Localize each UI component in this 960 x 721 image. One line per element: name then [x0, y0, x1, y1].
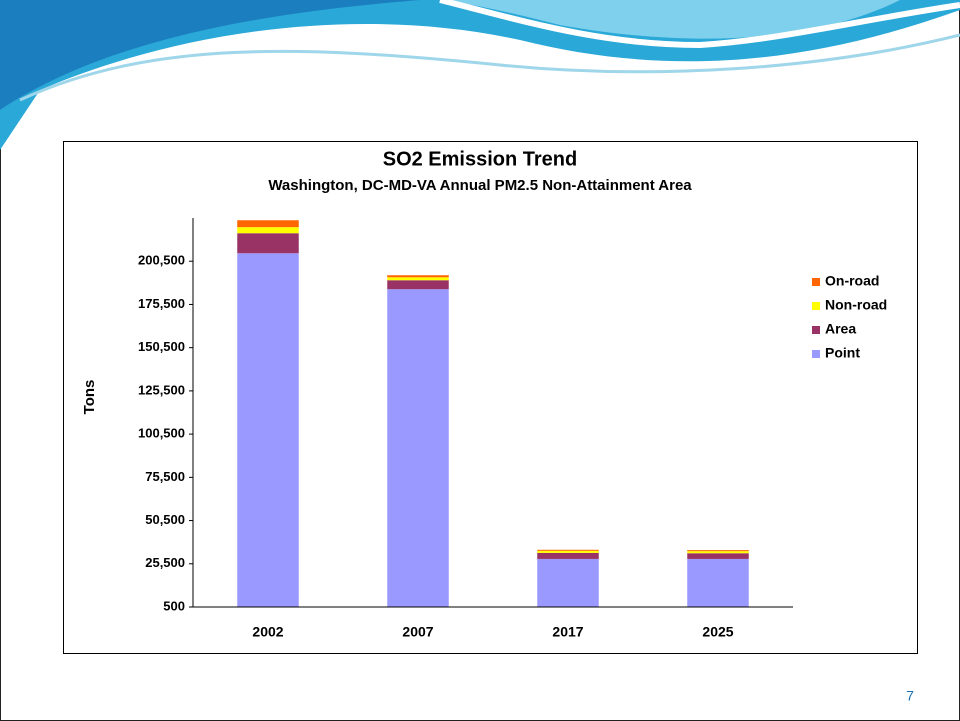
legend-swatch — [812, 302, 820, 310]
x-tick-label: 2017 — [552, 624, 583, 640]
y-tick-label: 125,500 — [138, 382, 185, 397]
y-tick-label: 175,500 — [138, 296, 185, 311]
x-tick-label: 2002 — [252, 624, 283, 640]
y-tick-label: 200,500 — [138, 253, 185, 268]
chart-frame — [64, 142, 918, 654]
y-tick-label: 150,500 — [138, 339, 185, 354]
y-axis-label: Tons — [81, 380, 98, 415]
bar-segment — [687, 551, 749, 553]
y-tick-label: 25,500 — [145, 555, 185, 570]
bar-segment — [237, 220, 299, 227]
bar-segment — [687, 559, 749, 607]
chart-title: SO2 Emission Trend — [383, 148, 578, 170]
legend-label: Non-road — [825, 297, 887, 313]
slide-number: 7 — [906, 688, 914, 704]
chart-subtitle: Washington, DC-MD-VA Annual PM2.5 Non-At… — [268, 177, 692, 194]
bar-segment — [237, 253, 299, 607]
bar-segment — [687, 550, 749, 551]
bar-segment — [237, 227, 299, 233]
legend-label: Area — [825, 321, 856, 337]
x-tick-label: 2007 — [402, 624, 433, 640]
legend-swatch — [812, 326, 820, 334]
bar-segment — [387, 277, 449, 280]
bar-segment — [687, 553, 749, 559]
legend-swatch — [812, 278, 820, 286]
bar-segment — [387, 289, 449, 607]
bar-segment — [387, 275, 449, 277]
y-tick-label: 50,500 — [145, 512, 185, 527]
x-tick-label: 2025 — [702, 624, 733, 640]
legend-label: Point — [825, 345, 860, 361]
legend-label: On-road — [825, 273, 879, 289]
bar-segment — [237, 233, 299, 253]
bar-segment — [387, 280, 449, 289]
legend-swatch — [812, 350, 820, 358]
y-tick-label: 75,500 — [145, 469, 185, 484]
bar-segment — [537, 551, 599, 553]
bar-segment — [537, 559, 599, 607]
bar-segment — [537, 553, 599, 559]
slide: SO2 Emission Trend Washington, DC-MD-VA … — [0, 0, 960, 721]
y-tick-label: 100,500 — [138, 426, 185, 441]
bar-segment — [537, 550, 599, 551]
page: SO2 Emission Trend Washington, DC-MD-VA … — [0, 0, 960, 721]
y-tick-label: 500 — [163, 598, 185, 613]
